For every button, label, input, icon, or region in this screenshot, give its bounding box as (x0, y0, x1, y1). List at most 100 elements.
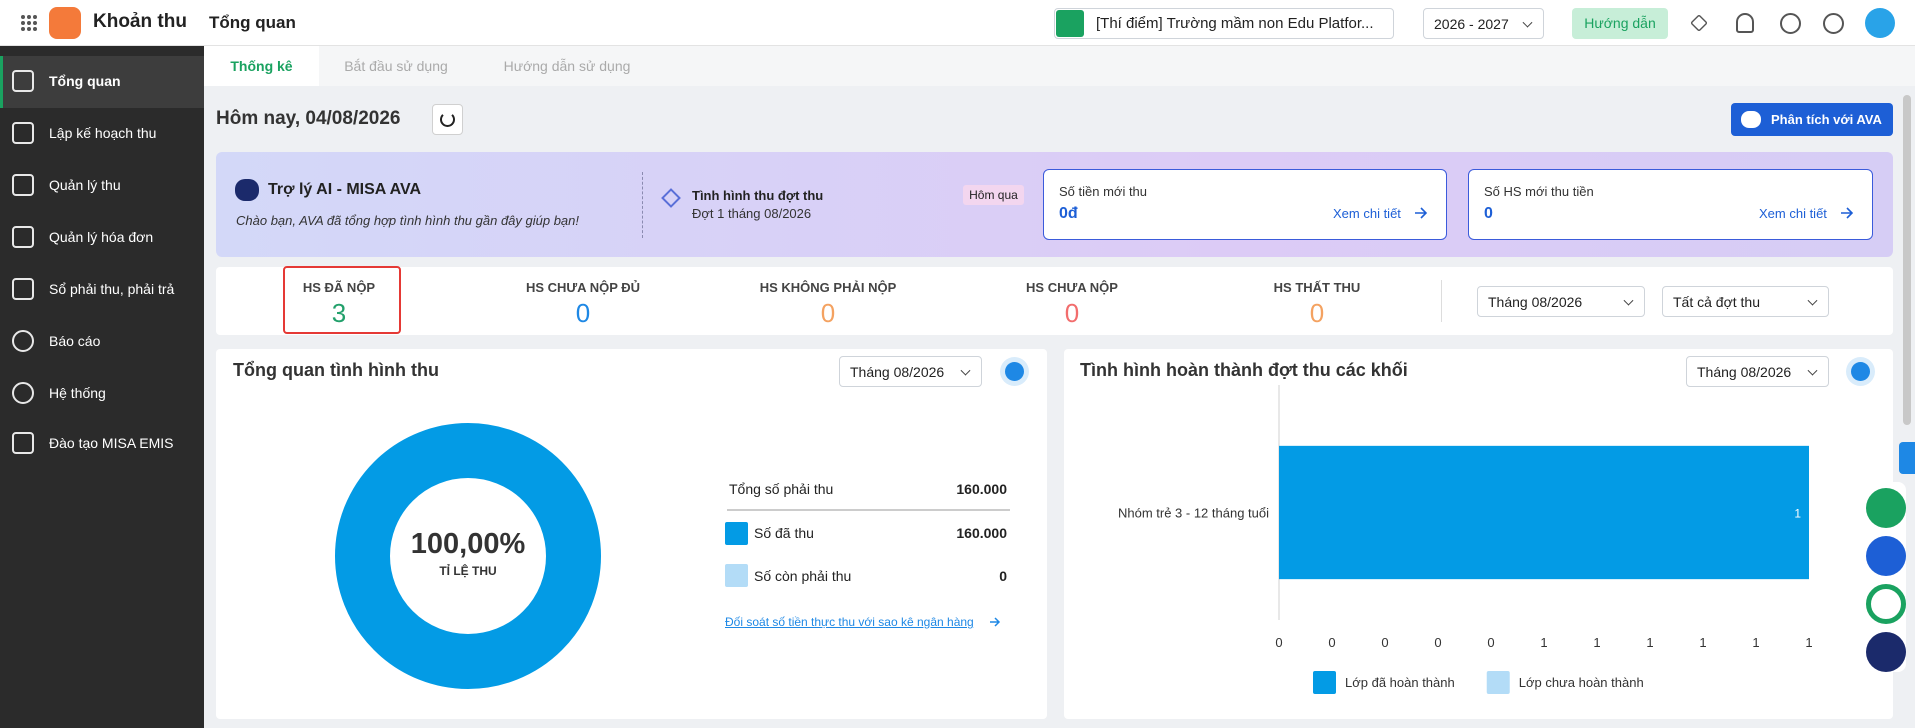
card-value: 0 (1484, 205, 1493, 222)
month-select[interactable]: Tháng 08/2026 (839, 356, 982, 387)
next-icon (1851, 362, 1870, 381)
stat-label: HS CHƯA NỘP ĐỦ (525, 280, 641, 295)
summary-card (1043, 169, 1447, 240)
float-button[interactable] (1866, 536, 1906, 576)
sidebar (0, 46, 204, 728)
swatch (725, 522, 748, 545)
nav-label: Quản lý thu (49, 177, 121, 193)
swatch (725, 564, 748, 587)
divider (1441, 280, 1442, 322)
nav-label: Đào tạo MISA EMIS (49, 435, 174, 451)
card-title: Tổng quan tình hình thu (233, 360, 439, 380)
tab-active[interactable]: Thống kê (204, 46, 319, 86)
select-text: Tháng 08/2026 (850, 363, 945, 380)
status-detail: Đợt 1 tháng 08/2026 (692, 206, 812, 221)
stat-label: HS THẤT THU (1273, 280, 1361, 295)
stat-label: HS KHÔNG PHẢI NỘP (759, 280, 897, 295)
arrow-icon (1841, 207, 1854, 219)
school-name: [Thí điểm] Trường mầm non Edu Platfor... (1096, 15, 1374, 32)
card-title: Tình hình hoàn thành đợt thu các khối (1080, 360, 1408, 380)
month-select[interactable]: Tháng 08/2026 (1477, 286, 1645, 317)
more-icon[interactable] (1823, 13, 1844, 34)
ava-robot (235, 179, 259, 201)
app-name: Khoản thu (93, 11, 187, 32)
nav-item[interactable]: Lập kế hoạch thu (0, 107, 204, 159)
divider (642, 172, 643, 238)
help-icon[interactable] (1780, 13, 1801, 34)
page-title: Tổng quan (209, 13, 296, 32)
row-value: 160.000 (956, 525, 1007, 541)
stat-value: 0 (1064, 298, 1080, 328)
row-divider (727, 509, 1010, 511)
status-title: Tình hình thu đợt thu (692, 188, 824, 203)
legend-label: Lớp đã hoàn thành (1345, 675, 1455, 690)
stat-value: 0 (1309, 298, 1325, 328)
float-button[interactable] (1866, 632, 1906, 672)
nav-item[interactable]: Quản lý hóa đơn (0, 211, 204, 263)
guide-button[interactable]: Hướng dẫn (1572, 8, 1668, 39)
stat-value: 3 (331, 298, 347, 328)
x-tick-label: 1 (1805, 635, 1812, 650)
today-date: Hôm nay, 04/08/2026 (216, 108, 401, 129)
legend-label: Lớp chưa hoàn thành (1519, 675, 1644, 690)
nav-label: Tổng quan (49, 73, 121, 89)
x-tick-label: 0 (1487, 635, 1494, 650)
donut-ring (335, 423, 601, 689)
select-text: Tháng 08/2026 (1488, 293, 1583, 310)
sidebar-active (0, 56, 204, 108)
rate-value: 100,00% (410, 528, 526, 560)
bar (1279, 445, 1809, 580)
nav-item[interactable]: Tổng quan (0, 55, 204, 107)
year-text: 2026 - 2027 (1434, 15, 1509, 32)
x-tick-label: 0 (1381, 635, 1388, 650)
nav-item[interactable]: Đào tạo MISA EMIS (0, 417, 204, 469)
x-tick-label: 0 (1328, 635, 1335, 650)
avatar[interactable] (1865, 8, 1895, 38)
float-button[interactable] (1866, 584, 1906, 624)
x-tick-label: 0 (1275, 635, 1282, 650)
side-toggle[interactable] (1899, 442, 1915, 474)
row-label: Tổng số phải thu (729, 481, 834, 497)
reconcile-link[interactable]: Đối soát số tiền thực thu với sao kê ngâ… (725, 615, 974, 629)
year-select[interactable]: 2026 - 2027 (1423, 8, 1544, 39)
card-link[interactable]: Xem chi tiết (1333, 206, 1401, 221)
nav-item[interactable]: Hệ thống (0, 367, 204, 419)
float-button[interactable] (1866, 488, 1906, 528)
ava-subtitle: Chào bạn, AVA đã tổng hợp tình hình thu … (236, 213, 580, 228)
select-text: Tất cả đợt thu (1673, 293, 1761, 310)
x-tick-label: 0 (1434, 635, 1441, 650)
select-text: Tháng 08/2026 (1697, 363, 1792, 380)
nav-item[interactable]: Báo cáo (0, 315, 204, 367)
card-label: Số HS mới thu tiền (1484, 184, 1594, 199)
tab[interactable]: Hướng dẫn sử dụng (503, 58, 631, 74)
month-select[interactable]: Tháng 08/2026 (1686, 356, 1829, 387)
donut (335, 423, 601, 689)
rate-label: TỈ LỆ THU (439, 564, 497, 578)
app-logo (49, 7, 81, 39)
x-tick-label: 1 (1593, 635, 1600, 650)
tab[interactable]: Bắt đầu sử dụng (344, 58, 448, 74)
nav-item[interactable]: Sổ phải thu, phải trả (0, 263, 204, 315)
card-link[interactable]: Xem chi tiết (1759, 206, 1827, 221)
card-label: Số tiền mới thu (1059, 184, 1148, 199)
nav-item[interactable]: Quản lý thu (0, 159, 204, 211)
scrollbar (1903, 95, 1911, 425)
nav-label: Hệ thống (49, 385, 106, 401)
ava-icon (1741, 111, 1761, 128)
nav-label: Báo cáo (49, 333, 101, 349)
badge: Hôm qua (963, 185, 1024, 205)
tab-bar (204, 46, 1915, 86)
nav-label: Lập kế hoạch thu (49, 125, 157, 141)
school-select[interactable] (1054, 8, 1394, 39)
bell-icon[interactable] (1736, 13, 1754, 33)
row-value: 160.000 (956, 481, 1007, 497)
apps-icon[interactable] (20, 14, 38, 32)
nav-label: Sổ phải thu, phải trả (49, 281, 175, 297)
batch-select[interactable]: Tất cả đợt thu (1662, 286, 1829, 317)
legend-swatch (1486, 671, 1510, 694)
stat-value: 0 (820, 298, 836, 328)
highlight-box (283, 266, 401, 334)
arrow-icon (1415, 207, 1428, 219)
